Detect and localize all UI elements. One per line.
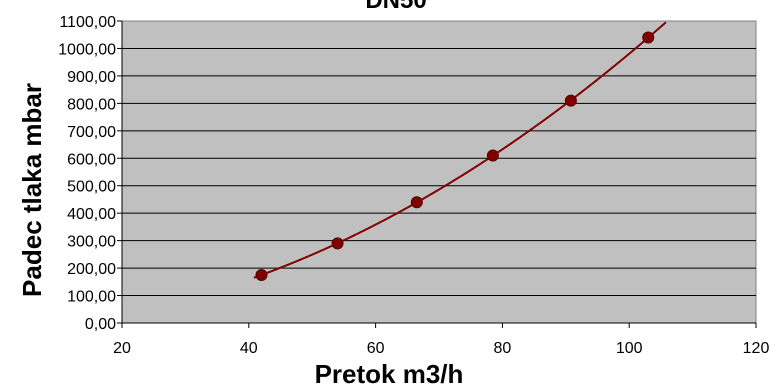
y-tick-label: 1000,00: [58, 41, 116, 58]
y-tick-label: 100,00: [67, 289, 116, 306]
x-tick-label: 40: [240, 340, 258, 357]
data-point: [486, 149, 499, 162]
y-tick-label: 200,00: [67, 261, 116, 278]
trendline: [253, 21, 667, 279]
data-point: [642, 31, 655, 44]
y-axis: 0,00 100,00 200,00 300,00 400,00 500,00 600,00…: [58, 14, 123, 333]
x-axis-title: Pretok m3/h: [315, 359, 464, 387]
gridlines: [122, 47, 756, 297]
chart-title: DN50: [365, 0, 426, 14]
y-tick-label: 600,00: [67, 151, 116, 168]
data-points: [255, 31, 655, 281]
x-tick-label: 60: [367, 340, 385, 357]
trendline-curve: [253, 21, 667, 279]
data-point: [331, 237, 344, 250]
x-tick-label: 20: [113, 340, 131, 357]
x-axis: 20 40 60 80 100 120: [113, 322, 770, 357]
x-tick-label: 80: [494, 340, 512, 357]
y-tick-label: 0,00: [85, 316, 116, 333]
x-tick-label: 120: [743, 340, 770, 357]
y-tick-label: 900,00: [67, 69, 116, 86]
y-tick-label: 700,00: [67, 124, 116, 141]
data-point: [564, 94, 577, 107]
y-tick-label: 500,00: [67, 179, 116, 196]
y-tick-label: 300,00: [67, 234, 116, 251]
y-tick-label: 800,00: [67, 96, 116, 113]
data-point: [255, 268, 268, 281]
y-tick-label: 1100,00: [59, 14, 116, 31]
plot-area: [121, 20, 757, 324]
y-tick-label: 400,00: [67, 206, 116, 223]
x-tick-label: 100: [616, 340, 643, 357]
y-axis-title: Padec tlaka mbar: [17, 83, 47, 297]
data-point: [410, 196, 423, 209]
